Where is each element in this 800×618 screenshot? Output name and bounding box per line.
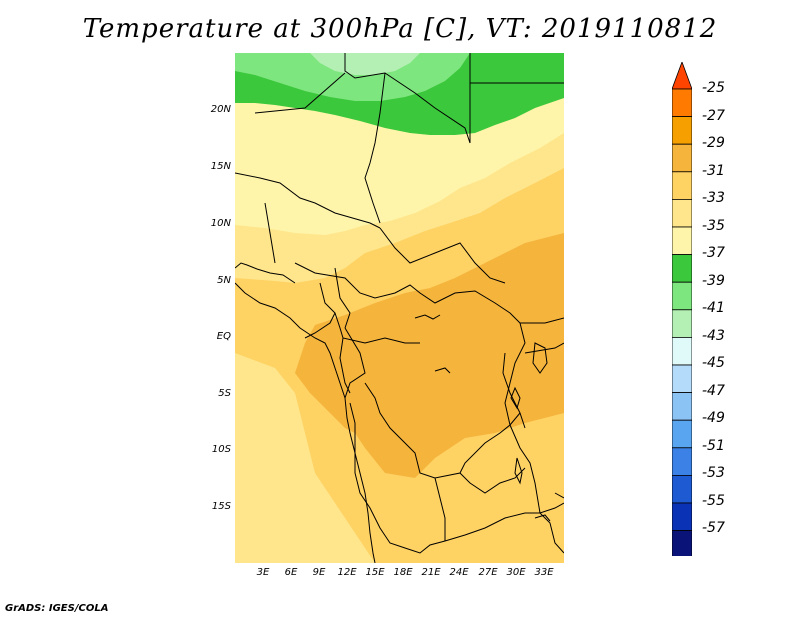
- legend-label-minus27: -27: [702, 108, 725, 124]
- map-title: Temperature at 300hPa [C], VT: 201911081…: [82, 14, 718, 44]
- legend-label-minus53: -53: [702, 465, 725, 481]
- legend-swatch: [672, 88, 692, 118]
- legend-label-minus45: -45: [702, 355, 725, 371]
- lon-label-9e: 9E: [312, 567, 326, 578]
- legend-swatch: [672, 281, 692, 311]
- map-panel: [235, 53, 564, 563]
- legend-swatch: [672, 447, 692, 476]
- legend-label-minus39: -39: [702, 273, 725, 289]
- band-minus29-core: [313, 239, 564, 473]
- lon-label-15e: 15E: [365, 567, 385, 578]
- lon-label-3e: 3E: [256, 567, 270, 578]
- lon-label-30e: 30E: [506, 567, 526, 578]
- lat-label-eq: EQ: [216, 331, 231, 342]
- legend-label-minus41: -41: [702, 300, 725, 316]
- legend-label-minus33: -33: [702, 190, 725, 206]
- lat-label-5n: 5N: [217, 275, 231, 286]
- legend-swatch: [672, 336, 692, 366]
- lon-label-12e: 12E: [337, 567, 357, 578]
- legend-label-minus55: -55: [702, 493, 725, 509]
- band-minus39: [235, 53, 470, 101]
- legend-label-minus49: -49: [702, 410, 725, 426]
- legend-label-minus43: -43: [702, 328, 725, 344]
- lat-label-5s: 5S: [218, 388, 231, 399]
- legend-label-minus31: -31: [702, 163, 725, 179]
- lat-label-20n: 20N: [210, 104, 231, 115]
- legend-swatch: [672, 364, 692, 394]
- legend-label-minus47: -47: [702, 383, 725, 399]
- legend-label-minus25: -25: [702, 80, 725, 96]
- lat-label-15s: 15S: [211, 501, 231, 512]
- legend-swatch: [672, 530, 692, 556]
- legend-swatch: [672, 502, 692, 532]
- lat-label-15n: 15N: [210, 161, 231, 172]
- legend-label-minus29: -29: [702, 135, 725, 151]
- grads-credit: GrADS: IGES/COLA: [5, 603, 109, 614]
- band-minus33-south: [235, 353, 375, 563]
- legend-arrow-top: [672, 62, 692, 90]
- legend-swatch: [672, 116, 692, 145]
- legend-swatch: [672, 419, 692, 449]
- legend-label-minus37: -37: [702, 245, 725, 261]
- lon-label-33e: 33E: [534, 567, 554, 578]
- legend-swatch: [672, 254, 692, 283]
- temperature-map: [235, 53, 564, 563]
- lat-label-10n: 10N: [210, 218, 231, 229]
- country-borders: [235, 53, 564, 563]
- legend-swatch: [672, 198, 692, 228]
- lon-label-24e: 24E: [449, 567, 469, 578]
- legend-swatch: [672, 474, 692, 504]
- lon-label-21e: 21E: [421, 567, 441, 578]
- lon-label-18e: 18E: [393, 567, 413, 578]
- band-minus41: [310, 53, 420, 75]
- legend-label-minus57: -57: [702, 520, 725, 536]
- legend-swatch: [672, 226, 692, 256]
- legend-swatch: [672, 143, 692, 173]
- legend-label-minus35: -35: [702, 218, 725, 234]
- lon-label-27e: 27E: [478, 567, 498, 578]
- legend-label-minus51: -51: [702, 438, 725, 454]
- lon-label-6e: 6E: [284, 567, 298, 578]
- lat-label-10s: 10S: [211, 444, 231, 455]
- legend-swatch: [672, 171, 692, 200]
- legend-swatch: [672, 309, 692, 338]
- legend-swatch: [672, 392, 692, 421]
- color-legend: [672, 62, 692, 556]
